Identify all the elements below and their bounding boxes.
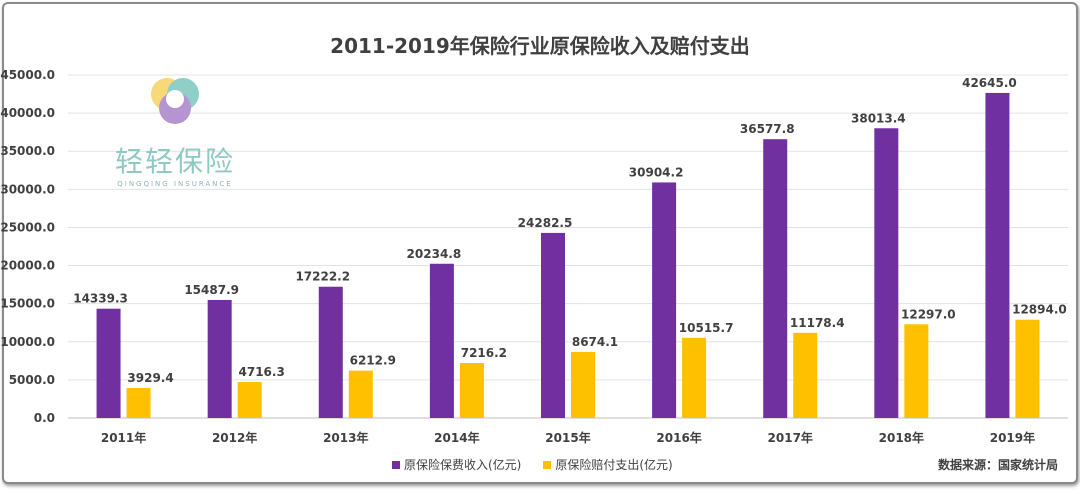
data-source: 数据来源：国家统计局: [937, 458, 1058, 472]
legend-item-payout: 原保险赔付支出(亿元): [543, 456, 673, 473]
bar-payout: [571, 351, 595, 418]
data-label: 7216.2: [461, 346, 507, 360]
x-tick-label: 2018年: [879, 430, 924, 445]
x-tick-label: 2017年: [768, 430, 813, 445]
x-tick-label: 2015年: [545, 430, 590, 445]
data-label: 17222.2: [295, 270, 350, 284]
x-tick-label: 2013年: [323, 430, 368, 445]
data-label: 36577.8: [740, 122, 795, 136]
data-label: 30904.2: [629, 165, 684, 179]
logo-rings-icon: [151, 78, 199, 124]
bar-premium: [541, 232, 565, 418]
x-tick-label: 2014年: [434, 430, 479, 445]
bar-payout: [237, 382, 262, 418]
y-tick-label: 25000.0: [0, 220, 55, 234]
x-tick-label: 2016年: [656, 430, 701, 445]
logo-name-en: QINGQING INSURANCE: [117, 180, 233, 188]
y-tick-label: 20000.0: [0, 259, 55, 273]
data-label: 6212.9: [350, 354, 396, 368]
bar-payout: [904, 324, 929, 418]
bar-premium: [874, 128, 899, 418]
x-tick-label: 2012年: [212, 430, 257, 445]
bar-payout: [348, 370, 373, 418]
legend-swatch: [543, 460, 552, 469]
bar-premium: [318, 286, 343, 418]
chart-title: 2011-2019年保险行业原保险收入及赔付支出: [330, 34, 750, 58]
bar-payout: [793, 332, 818, 418]
legend-label: 原保险赔付支出(亿元): [555, 458, 673, 472]
data-label: 3929.4: [127, 371, 173, 385]
bar-payout: [459, 362, 484, 418]
data-label: 15487.9: [184, 283, 239, 297]
x-tick-label: 2011年: [101, 430, 146, 445]
y-tick-label: 15000.0: [0, 297, 55, 311]
data-label: 24282.5: [518, 216, 573, 230]
data-label: 12297.0: [901, 307, 956, 321]
y-tick-label: 10000.0: [0, 335, 55, 349]
legend-swatch: [392, 460, 400, 469]
bar-premium: [96, 308, 121, 418]
data-label: 4716.3: [239, 365, 285, 379]
y-tick-label: 5000.0: [9, 373, 55, 387]
bar-premium: [763, 139, 788, 419]
bar-payout: [1015, 319, 1040, 418]
y-tick-label: 35000.0: [0, 144, 55, 158]
data-label: 12894.0: [1012, 303, 1067, 317]
data-label: 38013.4: [851, 111, 906, 125]
bar-premium: [985, 92, 1010, 419]
data-label: 14339.3: [73, 292, 128, 306]
bar-premium: [429, 263, 454, 418]
legend: 原保险保费收入(亿元) 原保险赔付支出(亿元): [392, 456, 673, 473]
y-tick-label: 40000.0: [0, 106, 55, 120]
data-label: 8674.1: [572, 335, 618, 349]
data-label: 42645.0: [962, 76, 1017, 90]
bar-payout: [682, 337, 707, 418]
data-label: 10515.7: [679, 321, 734, 335]
bar-payout: [126, 388, 151, 418]
logo: 轻轻保险 QINGQING INSURANCE: [110, 72, 240, 188]
logo-name-cn: 轻轻保险: [114, 145, 235, 178]
x-tick-label: 2019年: [990, 430, 1035, 445]
y-tick-label: 30000.0: [0, 182, 55, 196]
legend-label: 原保险保费收入(亿元): [404, 458, 522, 472]
bar-premium: [652, 182, 677, 418]
legend-item-premium: 原保险保费收入(亿元): [392, 456, 521, 473]
bar-premium: [207, 299, 232, 418]
y-tick-label: 0.0: [34, 411, 55, 425]
y-tick-label: 45000.0: [0, 68, 55, 82]
data-label: 20234.8: [407, 247, 462, 261]
data-label: 11178.4: [790, 316, 845, 330]
